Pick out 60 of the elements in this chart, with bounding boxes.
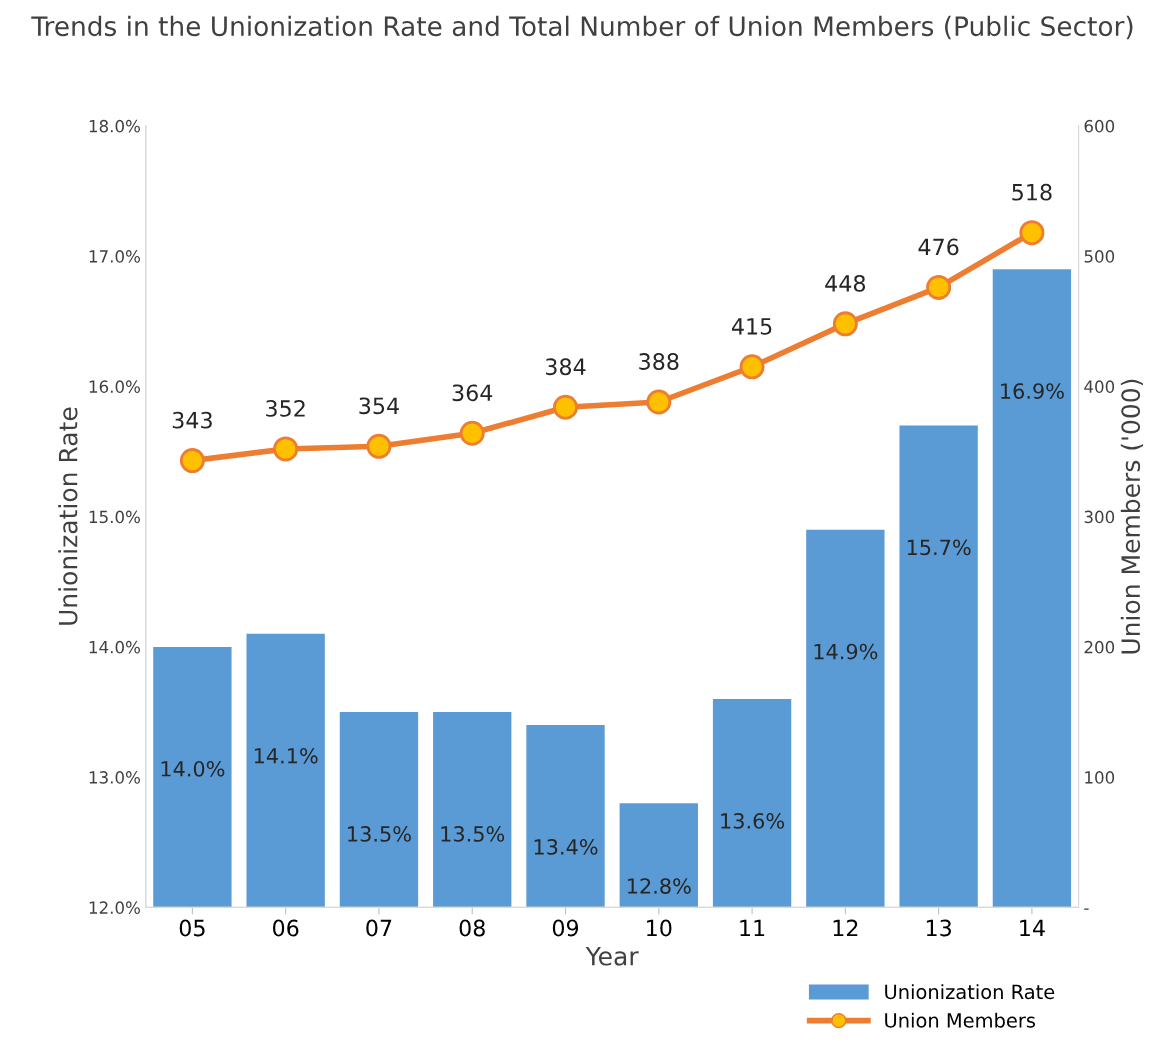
data-label: 14.1% (254, 747, 318, 764)
data-label: 364 (452, 384, 493, 402)
data-label: 12.8% (627, 878, 691, 894)
y2-tick-label: 300 (1084, 510, 1115, 524)
y-tick-label: 12.0% (89, 901, 140, 914)
point (459, 420, 485, 446)
y-tick-label: 15.0% (89, 510, 140, 524)
point (366, 433, 392, 459)
x-tick-label: 05 (179, 919, 205, 937)
point (273, 436, 299, 462)
data-label: 384 (546, 358, 586, 376)
x-tick-label: 13 (926, 919, 951, 937)
y2-tick-label: 400 (1084, 380, 1115, 393)
chart-title: Trends in the Unionization Rate and Total Number of Union Members (Public Sector) (31, 15, 1133, 40)
data-label: 518 (1012, 183, 1052, 201)
data-label: 343 (172, 411, 212, 429)
data-label: 14.0% (161, 760, 225, 777)
point (926, 274, 952, 300)
data-label: 14.9% (814, 643, 878, 660)
legend-label: Unionization Rate (885, 984, 1055, 1000)
data-label: 15.7% (907, 539, 971, 556)
data-label: 13.6% (721, 813, 785, 829)
point (646, 389, 672, 415)
y2-tick-label: 500 (1084, 250, 1115, 263)
x-tick-label: 14 (1020, 919, 1045, 937)
legend-label: Union Members (885, 1012, 1036, 1028)
y2-tick-label: 200 (1084, 640, 1115, 654)
data-label: 415 (731, 318, 772, 335)
data-label: 352 (266, 400, 305, 417)
x-axis-title: Year (585, 947, 639, 966)
data-label: 16.9% (1001, 383, 1064, 399)
y-tick-label: 16.0% (89, 380, 140, 393)
y-axis-title: Unionization Rate (58, 407, 78, 625)
x-tick-label: 11 (740, 919, 765, 937)
y-tick-label: 18.0% (89, 119, 140, 133)
point (553, 394, 579, 420)
y2-tick-label: 100 (1085, 771, 1115, 784)
data-label: 476 (918, 238, 959, 256)
data-label: 354 (359, 397, 399, 415)
data-label: 13.5% (441, 826, 505, 842)
y-tick-label: 14.0% (89, 640, 140, 654)
x-tick-label: 08 (459, 919, 485, 937)
y-tick-label: 13.0% (89, 771, 140, 784)
point (1019, 220, 1045, 246)
y-tick-label: 17.0% (89, 250, 140, 263)
x-tick-label: 10 (647, 919, 672, 937)
data-label: 13.4% (534, 839, 598, 855)
x-tick-label: 12 (833, 919, 858, 937)
point (739, 354, 765, 380)
y2-tick-label: - (1084, 908, 1089, 910)
x-tick-label: 09 (552, 919, 579, 937)
y2-tick-label: 600 (1084, 119, 1115, 133)
y2-axis-title: Union Members ('000) (1120, 379, 1144, 654)
point (832, 311, 858, 337)
data-label: 388 (639, 353, 679, 370)
x-tick-label: 07 (366, 919, 392, 937)
point (179, 448, 205, 474)
data-label: 448 (825, 274, 866, 292)
x-tick-label: 06 (273, 919, 299, 937)
data-label: 13.5% (348, 826, 411, 842)
